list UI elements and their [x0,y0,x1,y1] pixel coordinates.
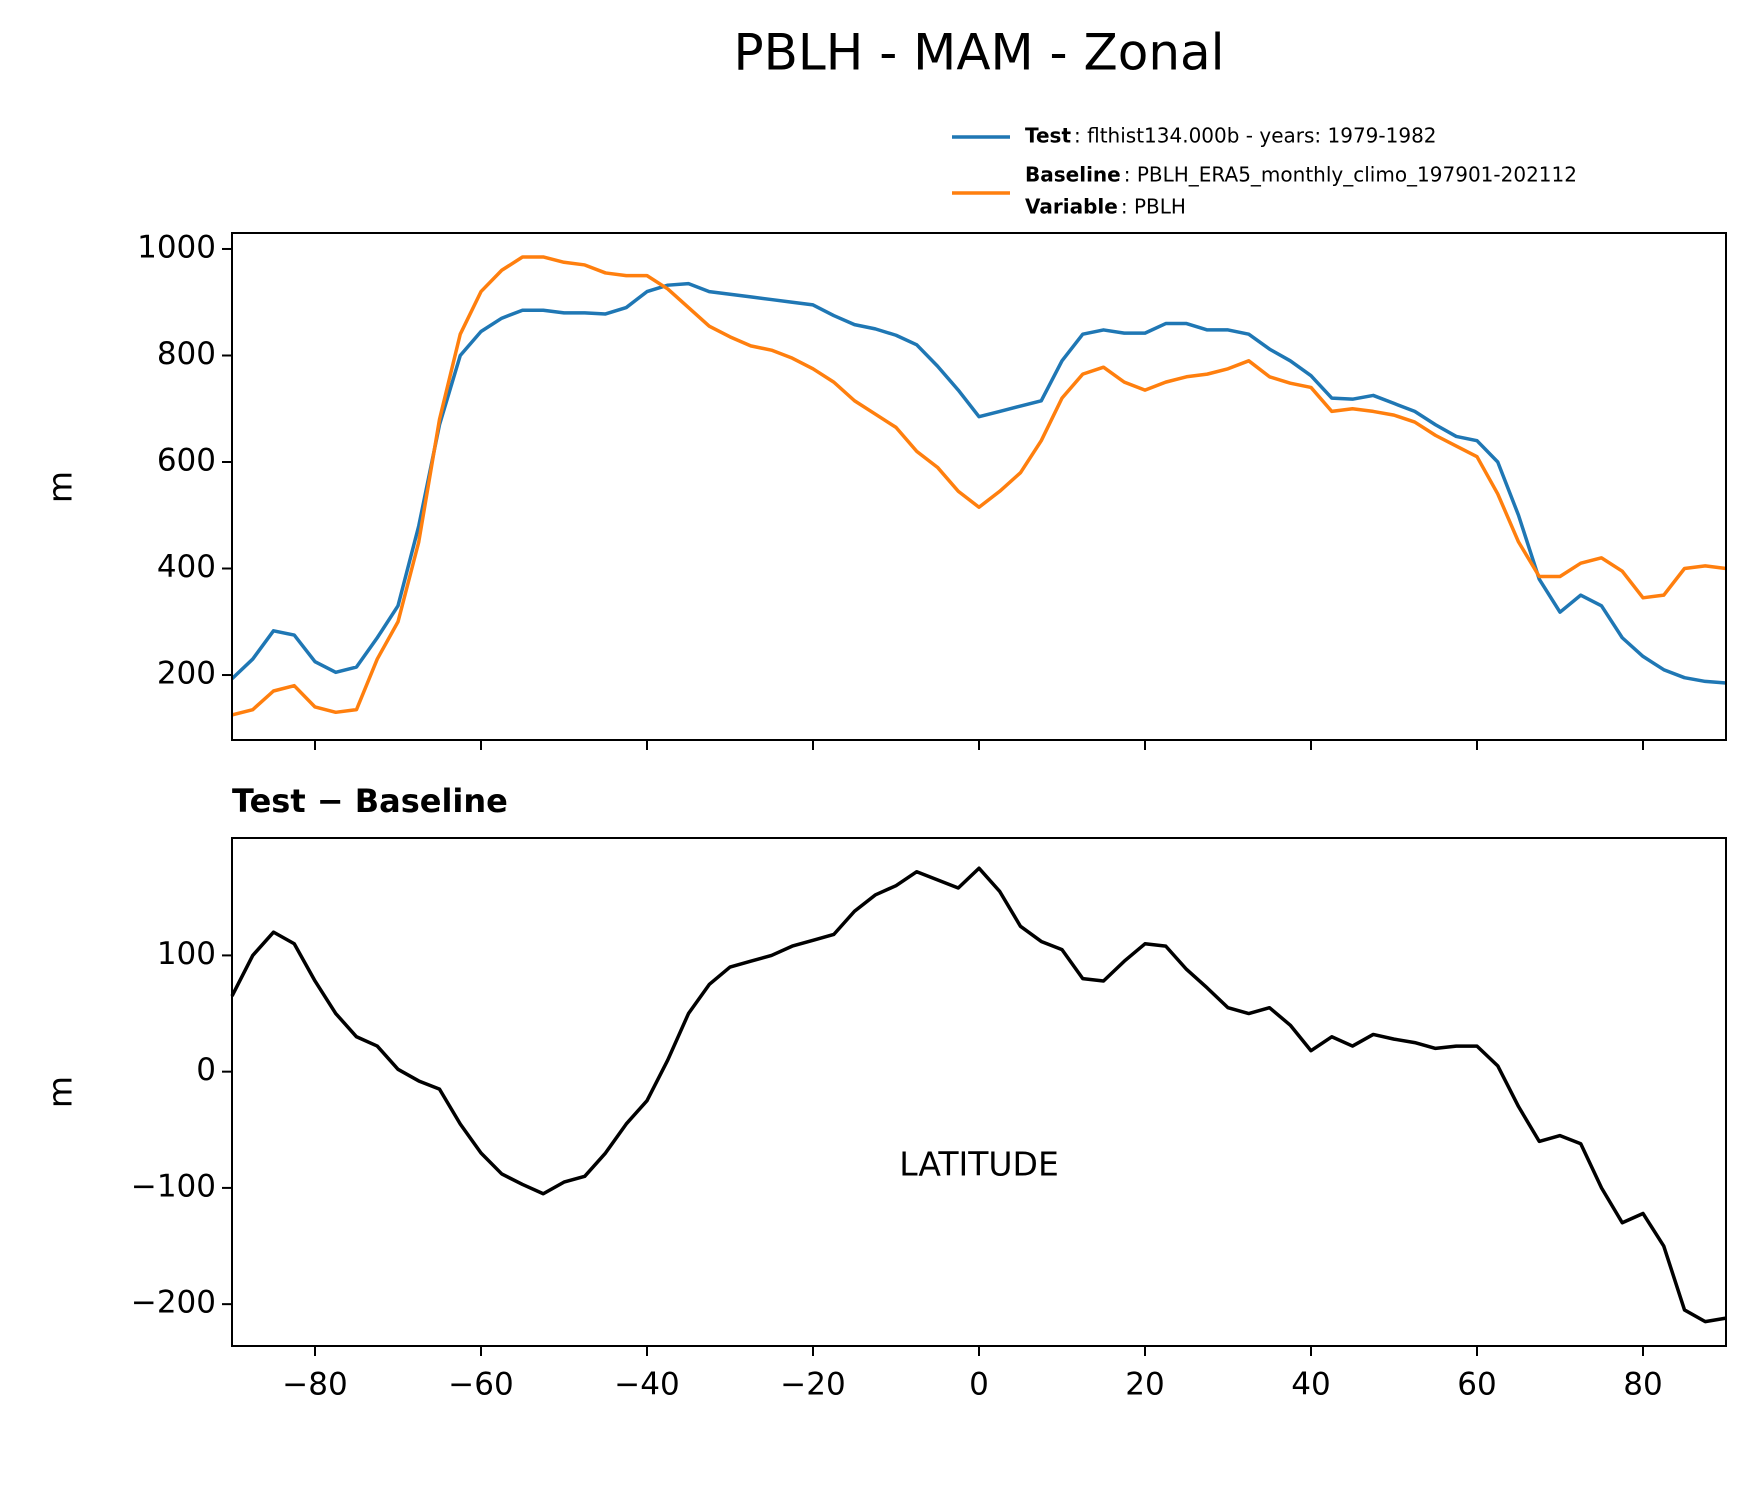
x-tick-label: 20 [1125,1367,1164,1403]
x-tick-label: −80 [282,1367,347,1403]
x-tick-label: 60 [1457,1367,1496,1403]
data-line [230,281,1727,685]
legend-text: : flthist134.000b - years: 1979-1982 [1074,124,1437,148]
y-tick-label: 1000 [137,229,216,265]
axes-frame [231,232,1727,741]
legend-key: Test [1025,124,1071,148]
y-axis-label: m [41,471,80,503]
y-tick-label: 600 [157,443,216,479]
y-tick-label: 200 [157,656,216,692]
legend-key: Variable [1025,195,1118,219]
x-tick-label: 40 [1291,1367,1330,1403]
y-tick-label: −100 [131,1168,216,1204]
y-tick-label: 800 [157,336,216,372]
y-tick-label: 100 [157,936,216,972]
legend-text: : PBLH_ERA5_monthly_climo_197901-202112 [1124,163,1577,187]
x-tick-label: 80 [1623,1367,1662,1403]
y-tick-label: −200 [131,1285,216,1321]
x-tick-label: 0 [969,1367,989,1403]
y-tick-label: 400 [157,549,216,585]
y-axis-label: m [41,1076,80,1108]
chart-title: PBLH - MAM - Zonal [733,24,1224,82]
axes-frame [231,837,1727,1347]
data-line [231,255,1727,717]
subplot-title: Test − Baseline [232,782,508,820]
x-axis-label: LATITUDE [899,1145,1059,1184]
x-tick-label: −40 [614,1367,679,1403]
legend-key: Baseline [1025,163,1121,187]
data-line [230,866,1727,1324]
x-tick-label: −60 [448,1367,513,1403]
x-tick-label: −20 [780,1367,845,1403]
legend-text: : PBLH [1121,195,1186,219]
y-tick-label: 0 [196,1052,216,1088]
